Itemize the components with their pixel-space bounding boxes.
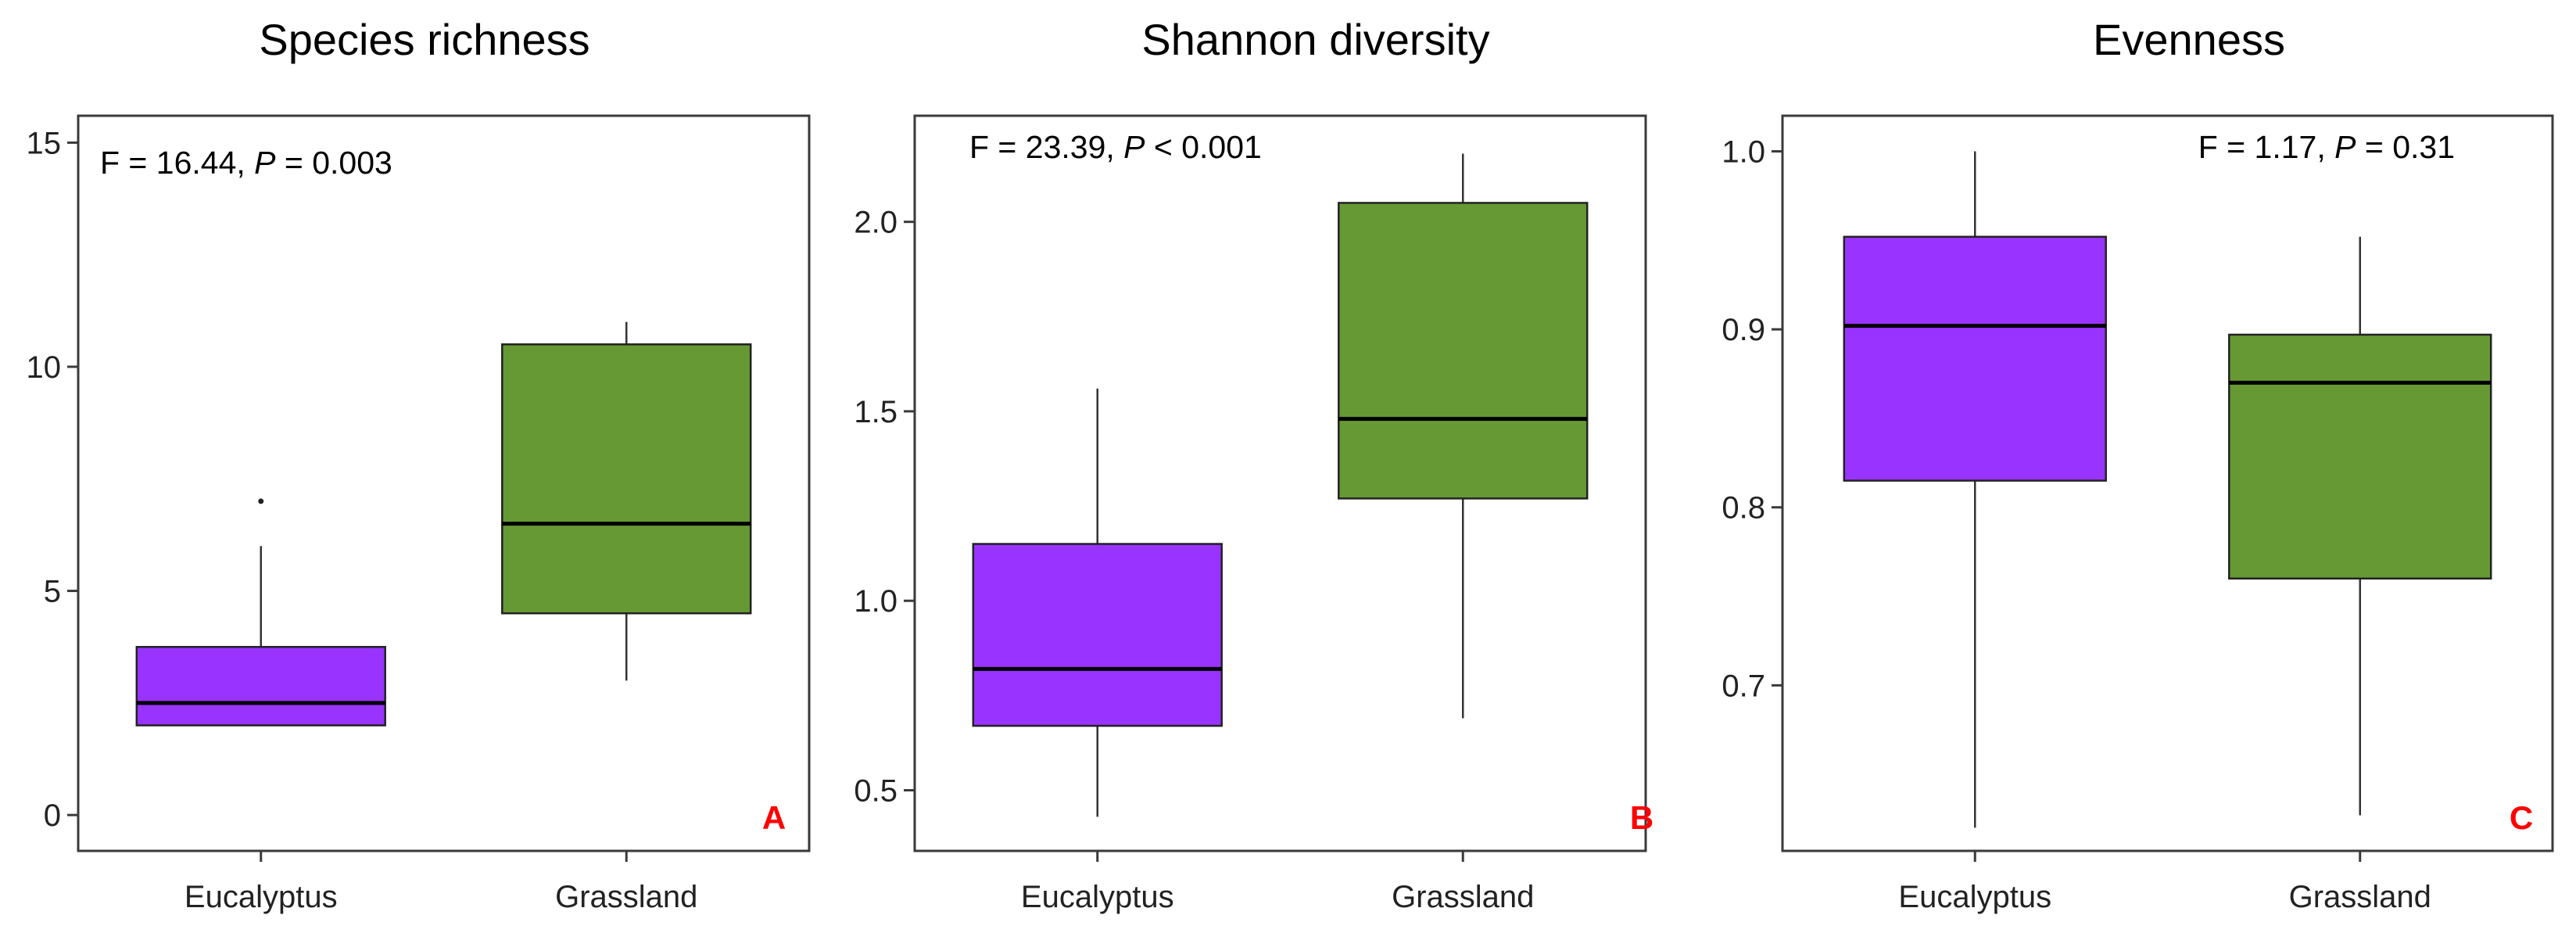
stat-prefix: F = 16.44, (100, 145, 254, 181)
boxes (1843, 151, 2492, 828)
y-axis: 0.7 0.8 0.9 1.0 (1722, 135, 1782, 703)
iqr-box (135, 645, 386, 727)
y-tick-label: 10 (27, 350, 62, 385)
boxes (135, 321, 752, 727)
x-axis: Eucalyptus Grassland (1898, 851, 2431, 914)
stat-suffix: < 0.001 (1145, 129, 1262, 165)
y-tick-label: 1.5 (854, 395, 897, 429)
y-tick-label: 0.5 (854, 773, 897, 808)
chart-title: Evenness (2093, 15, 2285, 64)
x-tick-label: Grassland (2289, 880, 2431, 914)
stat-p-symbol: P (254, 145, 276, 181)
y-tick-label: 1.0 (1722, 135, 1765, 170)
panel-species-richness: Species richness 0 5 10 15 Eucalyptus Grassl… (27, 15, 811, 914)
box-eucalyptus (135, 498, 386, 727)
iqr-box (501, 343, 752, 615)
plot-frame (1781, 114, 2554, 852)
panel-letter: B (1630, 799, 1653, 836)
x-tick-label: Eucalyptus (185, 880, 338, 914)
y-tick-label: 0.8 (1722, 491, 1765, 526)
stat-prefix: F = 23.39, (969, 129, 1123, 165)
panel-shannon-diversity: Shannon diversity 0.5 1.0 1.5 2.0 Eucalyptu… (854, 15, 1653, 914)
outlier-point (258, 498, 264, 504)
stat-p-symbol: P (2334, 129, 2356, 165)
stat-p-symbol: P (1123, 129, 1145, 165)
plot-frame (77, 114, 811, 852)
y-tick-label: 0.7 (1722, 669, 1765, 703)
y-axis: 0 5 10 15 (27, 126, 78, 833)
box-eucalyptus (1843, 151, 2107, 828)
panel-letter: C (2510, 799, 2533, 836)
x-axis: Eucalyptus Grassland (185, 851, 697, 914)
x-axis: Eucalyptus Grassland (1021, 851, 1534, 914)
x-tick-label: Eucalyptus (1898, 880, 2051, 914)
y-axis: 0.5 1.0 1.5 2.0 (854, 206, 915, 808)
stat-annotation: F = 1.17, P = 0.31 (2198, 129, 2455, 165)
y-tick-label: 1.0 (854, 584, 897, 619)
chart-title: Species richness (259, 15, 589, 64)
stat-suffix: = 0.003 (276, 145, 392, 181)
y-tick-label: 5 (44, 575, 61, 609)
box-grassland (2228, 236, 2492, 816)
x-tick-label: Grassland (555, 880, 697, 914)
panel-letter: A (762, 799, 786, 836)
boxes (972, 153, 1589, 817)
panel-evenness: Evenness 0.7 0.8 0.9 1.0 Eucalyptus Grasslan… (1722, 15, 2554, 914)
x-tick-label: Grassland (1392, 880, 1534, 914)
stat-annotation: F = 16.44, P = 0.003 (100, 145, 392, 181)
stat-suffix: = 0.31 (2356, 129, 2455, 165)
x-tick-label: Eucalyptus (1021, 880, 1174, 914)
iqr-box (1843, 235, 2107, 482)
box-grassland (1338, 153, 1589, 719)
y-tick-label: 15 (27, 126, 62, 160)
stat-annotation: F = 23.39, P < 0.001 (969, 129, 1262, 165)
chart-title: Shannon diversity (1141, 15, 1489, 64)
iqr-box (2228, 333, 2492, 580)
stat-prefix: F = 1.17, (2198, 129, 2334, 165)
iqr-box (1338, 202, 1589, 500)
y-tick-label: 2.0 (854, 206, 897, 240)
iqr-box (972, 543, 1223, 727)
box-grassland (501, 321, 752, 681)
y-tick-label: 0.9 (1722, 313, 1765, 347)
box-eucalyptus (972, 388, 1223, 817)
y-tick-label: 0 (44, 798, 61, 833)
plot-frame (913, 114, 1647, 852)
